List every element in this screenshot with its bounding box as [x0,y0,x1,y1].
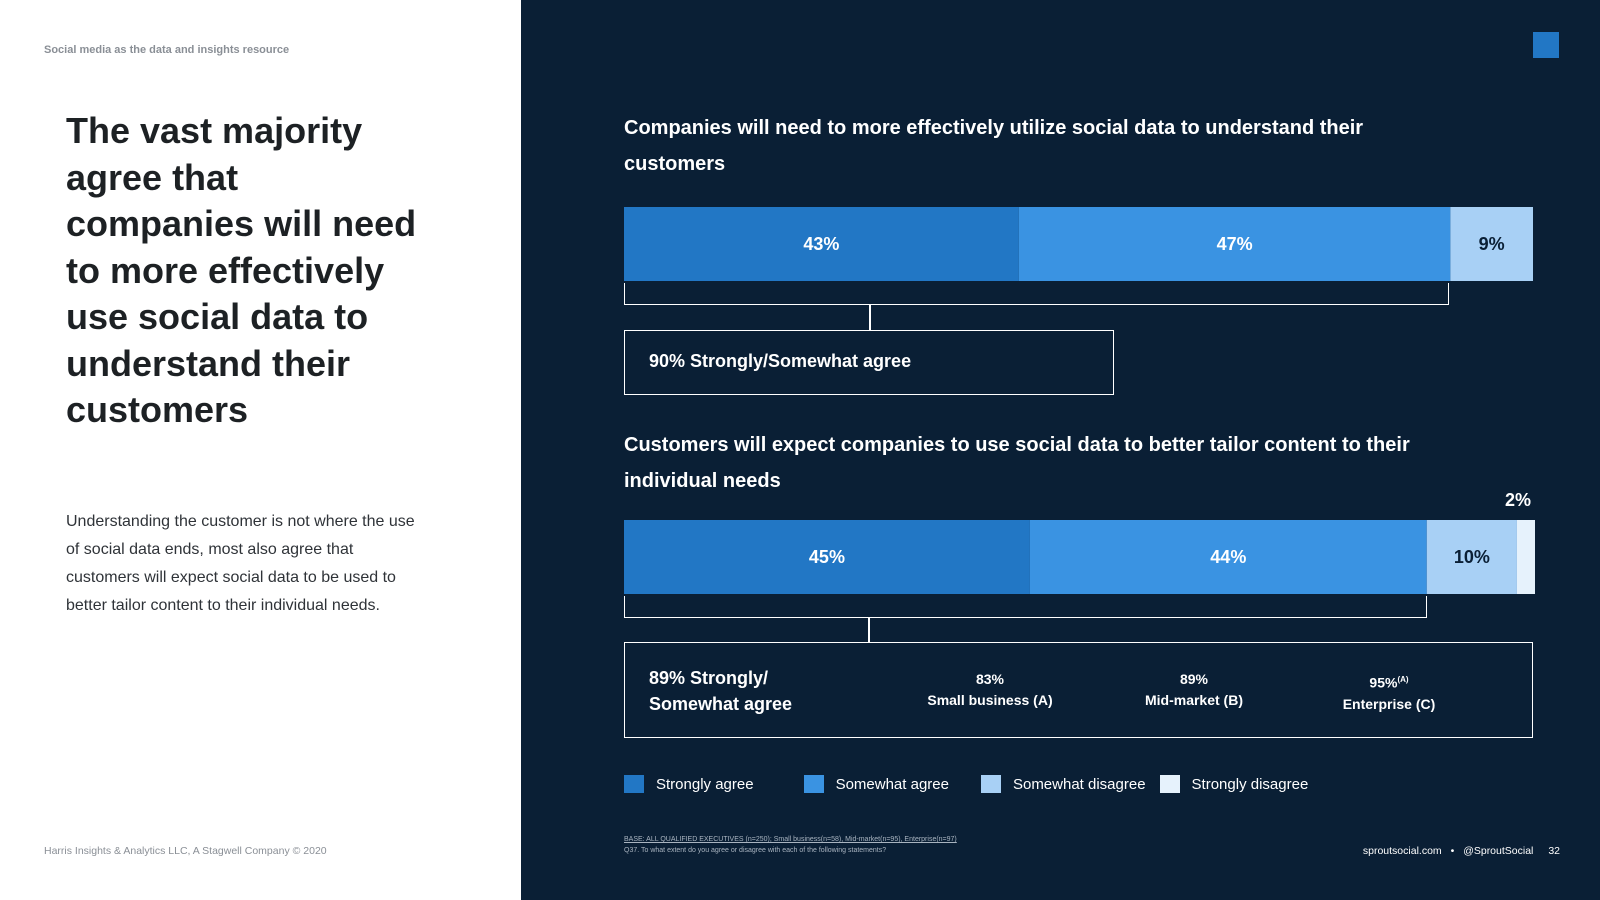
bar-segment-somewhat-disagree [1450,207,1533,281]
agree-bracket-1 [624,283,1449,305]
legend: Strongly agree Somewhat agree Somewhat d… [624,775,1322,793]
bar-segment-strongly-disagree [1516,520,1535,594]
legend-swatch [1159,775,1180,793]
base-note-line1: BASE: ALL QUALIFIED EXECUTIVES (n=250); … [624,836,957,843]
segment-label: Mid-market (B) [1144,692,1243,708]
bar-segment-somewhat-disagree [1426,520,1517,594]
bar-value-label: 47% [1217,234,1253,254]
base-note-line2: Q37. To what extent do you agree or disa… [624,847,887,854]
footer-right: sproutsocial.com • @SproutSocial 32 [1357,845,1560,857]
segment-mid-market: 89% Mid-market (B) [1094,669,1294,711]
footer-separator: • [1450,845,1455,857]
bar-value-label: 44% [1210,547,1246,567]
significance-marker: (A) [1397,675,1409,684]
accent-square [1533,32,1559,58]
body-text: Understanding the customer is not where … [66,513,415,614]
bar-value-label: 9% [1479,234,1505,254]
segment-value-row: 95%(A) [1289,669,1489,694]
legend-swatch [803,775,824,793]
base-note: BASE: ALL QUALIFIED EXECUTIVES (n=250); … [624,834,957,856]
segment-small-business: 83% Small business (A) [890,669,1090,711]
bar-value-label: 45% [809,547,845,567]
segment-enterprise: 95%(A) Enterprise (C) [1289,669,1489,715]
chart-title-companies: Companies will need to more effectively … [624,117,1364,175]
chart-title-customers: Customers will expect companies to use s… [624,434,1410,492]
bar-segment-strongly-agree [624,520,1030,594]
segment-value: 83% [975,671,1005,687]
right-panel [521,0,1600,900]
segment-value: 95% [1369,674,1398,691]
legend-label: Strongly agree [656,775,754,793]
bracket-connector-2 [868,618,870,642]
bar-value-label: 43% [803,234,839,254]
page-number: 32 [1548,845,1560,857]
legend-label: Somewhat disagree [1012,775,1146,793]
summary-box-1: 90% Strongly/Somewhat agree [624,330,1114,395]
agree-bracket-2 [624,596,1427,618]
legend-label: Somewhat agree [835,775,949,793]
segment-label: Enterprise (C) [1342,695,1436,712]
bar-segment-somewhat-agree [1018,207,1451,281]
footer-site-link[interactable]: sproutsocial.com [1362,845,1442,857]
bar-value-label: 2% [1505,490,1531,510]
legend-label: Strongly disagree [1191,775,1309,793]
bar-value-label: 10% [1454,547,1490,567]
legend-swatch [980,775,1001,793]
bar-segment-somewhat-agree [1029,520,1427,594]
headline: The vast majority agree that companies w… [66,110,417,430]
footer-handle-link[interactable]: @SproutSocial [1463,845,1534,857]
footer-copyright: Harris Insights & Analytics LLC, A Stagw… [44,845,327,857]
section-label: Social media as the data and insights re… [44,44,290,56]
legend-item-somewhat-agree: Somewhat agree [803,775,967,793]
legend-item-strongly-disagree: Strongly disagree [1159,775,1309,793]
bracket-connector-1 [869,305,871,330]
legend-item-strongly-agree: Strongly agree [624,775,790,793]
left-panel: Social media as the data and insights re… [0,0,521,900]
summary-text-2: 89% Strongly/ Somewhat agree [649,668,793,714]
legend-item-somewhat-disagree: Somewhat disagree [980,775,1146,793]
bar-segment-strongly-agree [624,207,1019,281]
summary-text-1: 90% Strongly/Somewhat agree [649,351,912,371]
summary-box-2: 89% Strongly/ Somewhat agree 83% Small b… [624,642,1533,738]
segment-label: Small business (A) [927,692,1053,708]
legend-swatch [624,775,644,793]
segment-value: 89% [1179,671,1209,687]
